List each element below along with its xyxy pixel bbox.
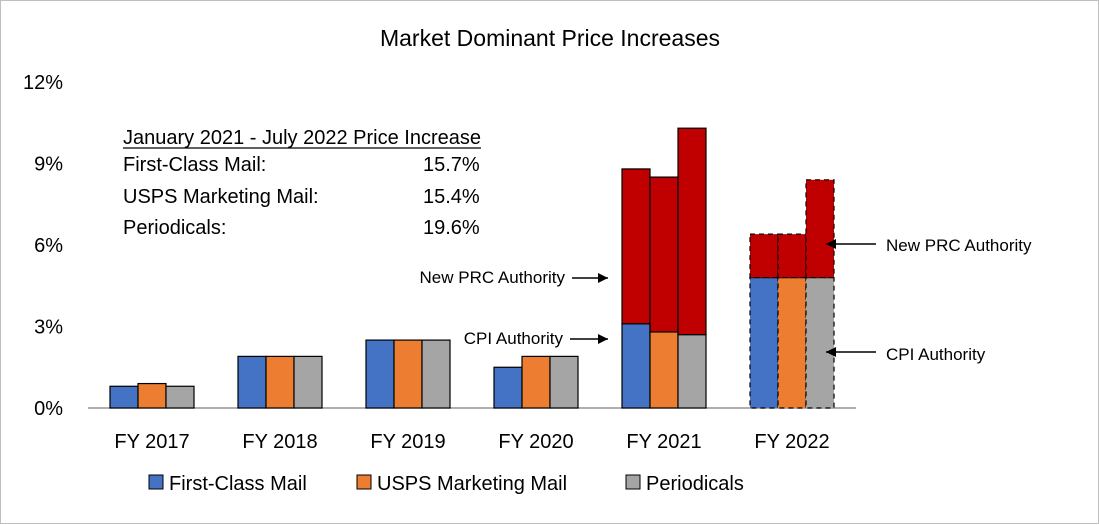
- y-tick-label: 3%: [34, 317, 63, 339]
- x-tick-label: FY 2019: [370, 431, 445, 453]
- x-tick-label: FY 2021: [626, 431, 701, 453]
- textbox-heading: January 2021 - July 2022 Price Increase: [123, 127, 481, 149]
- bar-usps-marketing-mail-fy-2018: [265, 355, 295, 409]
- bar-new-prc-authority-periodicals-fy-2022: [805, 179, 835, 279]
- price-increase-textbox: January 2021 - July 2022 Price Increase …: [123, 127, 481, 239]
- x-tick-label: FY 2017: [114, 431, 189, 453]
- legend-label-periodicals: Periodicals: [646, 473, 744, 495]
- bar-periodicals-fy-2022: [805, 277, 835, 409]
- bar-usps-marketing-mail-fy-2021: [649, 331, 679, 409]
- annotation-cpi-fy2022: CPI Authority: [886, 345, 986, 364]
- legend-swatch-usps-marketing-mail: [356, 474, 372, 490]
- bar-usps-marketing-mail-fy-2022: [777, 277, 807, 409]
- textbox-label-marketing-mail: USPS Marketing Mail:: [123, 186, 319, 208]
- y-tick-label: 9%: [34, 154, 63, 176]
- bar-periodicals-fy-2020: [549, 355, 579, 409]
- bar-periodicals-fy-2021: [677, 334, 707, 409]
- y-tick-label: 12%: [23, 72, 63, 94]
- y-axis-ticks: 0% 3% 6% 9% 12%: [23, 72, 63, 420]
- bar-usps-marketing-mail-fy-2019: [393, 339, 423, 409]
- arrow-cpi-fy2022-head: [826, 347, 836, 357]
- x-axis-ticks: FY 2017 FY 2018 FY 2019 FY 2020 FY 2021 FY 20…: [114, 431, 829, 453]
- annotation-new-prc-fy2022: New PRC Authority: [886, 236, 1032, 255]
- bar-first-class-mail-fy-2019: [365, 339, 395, 409]
- bar-periodicals-fy-2018: [293, 355, 323, 409]
- annotations-group: New PRC Authority CPI Authority New PRC …: [420, 236, 1032, 364]
- textbox-value-first-class: 15.7%: [423, 154, 480, 176]
- bar-usps-marketing-mail-fy-2017: [137, 382, 167, 409]
- arrow-new-prc-fy2021-head: [598, 273, 608, 283]
- bar-usps-marketing-mail-fy-2020: [521, 355, 551, 409]
- annotation-new-prc-fy2021: New PRC Authority: [420, 268, 566, 287]
- textbox-value-periodicals: 19.6%: [423, 217, 480, 239]
- legend-swatch-periodicals: [625, 474, 641, 490]
- x-tick-label: FY 2020: [498, 431, 573, 453]
- legend-label-usps-marketing-mail: USPS Marketing Mail: [377, 473, 567, 495]
- y-tick-label: 0%: [34, 398, 63, 420]
- textbox-label-periodicals: Periodicals:: [123, 217, 226, 239]
- chart-title: Market Dominant Price Increases: [380, 25, 720, 51]
- bar-new-prc-authority-usps-marketing-mail-fy-2022: [777, 233, 807, 279]
- y-tick-label: 6%: [34, 235, 63, 257]
- bar-first-class-mail-fy-2017: [109, 385, 139, 409]
- bar-periodicals-fy-2019: [421, 339, 451, 409]
- bar-first-class-mail-fy-2018: [237, 355, 267, 409]
- bar-new-prc-authority-first-class-mail-fy-2021: [621, 168, 651, 325]
- bar-first-class-mail-fy-2021: [621, 323, 651, 409]
- bar-first-class-mail-fy-2020: [493, 366, 523, 409]
- arrow-new-prc-fy2022-head: [826, 239, 836, 249]
- x-tick-label: FY 2018: [242, 431, 317, 453]
- textbox-value-marketing-mail: 15.4%: [423, 186, 480, 208]
- textbox-label-first-class: First-Class Mail:: [123, 154, 266, 176]
- bar-periodicals-fy-2017: [165, 385, 195, 409]
- bar-new-prc-authority-usps-marketing-mail-fy-2021: [649, 176, 679, 333]
- arrow-cpi-fy2021-head: [598, 334, 608, 344]
- legend-swatch-first-class-mail: [148, 474, 164, 490]
- bar-new-prc-authority-periodicals-fy-2021: [677, 127, 707, 336]
- bar-new-prc-authority-first-class-mail-fy-2022: [749, 233, 779, 279]
- x-tick-label: FY 2022: [754, 431, 829, 453]
- annotation-cpi-fy2021: CPI Authority: [464, 329, 564, 348]
- annotation-arrows: [570, 239, 876, 357]
- bar-first-class-mail-fy-2022: [749, 277, 779, 409]
- legend-label-first-class-mail: First-Class Mail: [169, 473, 307, 495]
- legend: First-Class Mail USPS Marketing Mail Perio…: [148, 473, 744, 495]
- bars-group: [109, 127, 835, 409]
